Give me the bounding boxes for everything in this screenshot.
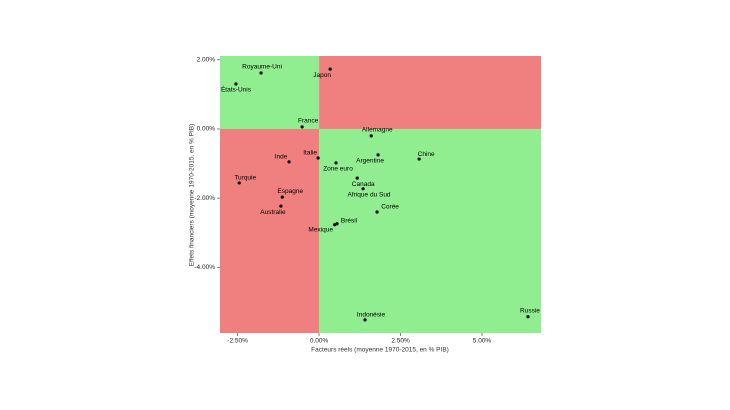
point-label: Zone euro [323,166,353,173]
x-tick-label: 2.50% [391,338,410,345]
point-label: Espagne [277,188,303,195]
point-label: Argentine [356,158,384,165]
point [259,71,263,75]
point-label: États-Unis [221,85,252,94]
point-label: Italie [303,150,317,157]
point [355,176,359,180]
point-label: Brésil [341,217,358,224]
quadrant [319,128,541,333]
point-label: Turquie [234,175,256,182]
point-label: Mexique [308,226,333,233]
point [328,67,332,71]
point-label: Chine [418,151,435,158]
point [526,315,530,319]
y-tick-label: -4.00% [194,264,215,271]
point [279,204,283,208]
point [237,181,241,185]
point [234,82,238,86]
point-label: Allemagne [362,127,393,134]
point-label: Inde [275,154,288,161]
point [361,187,365,191]
point-label: Russie [520,307,540,314]
point [316,156,320,160]
quadrant [319,56,541,129]
x-tick-label: -2.50% [227,338,248,345]
y-tick-label: -2.00% [194,195,215,202]
point-label: France [298,118,319,125]
point-label: Afrique du Sud [348,192,391,199]
x-tick-label: 5.00% [473,338,492,345]
point-label: Indonésie [357,312,386,319]
point [287,160,291,164]
quadrant [220,56,320,129]
y-axis-label: Effets financiers (moyenne 1970-2015, en… [189,124,196,267]
point [376,153,380,157]
y-tick-label: 2.00% [197,57,216,64]
point-label: Corée [381,204,399,211]
point [280,195,284,199]
point-label: Royaume-Uni [242,64,282,71]
x-axis-label: Facteurs réels (moyenne 1970-2015, en % … [311,347,449,354]
point [369,134,373,138]
point-label: Australie [260,209,286,216]
point [417,157,421,161]
point-label: Canada [352,181,375,188]
point [363,318,367,322]
point [333,223,337,227]
x-tick-label: 0.00% [310,338,329,345]
point-label: Japon [313,72,331,79]
point [375,210,379,214]
y-tick-label: 0.00% [197,126,216,133]
point [300,125,304,129]
quadrant [220,128,320,333]
point [334,161,338,165]
